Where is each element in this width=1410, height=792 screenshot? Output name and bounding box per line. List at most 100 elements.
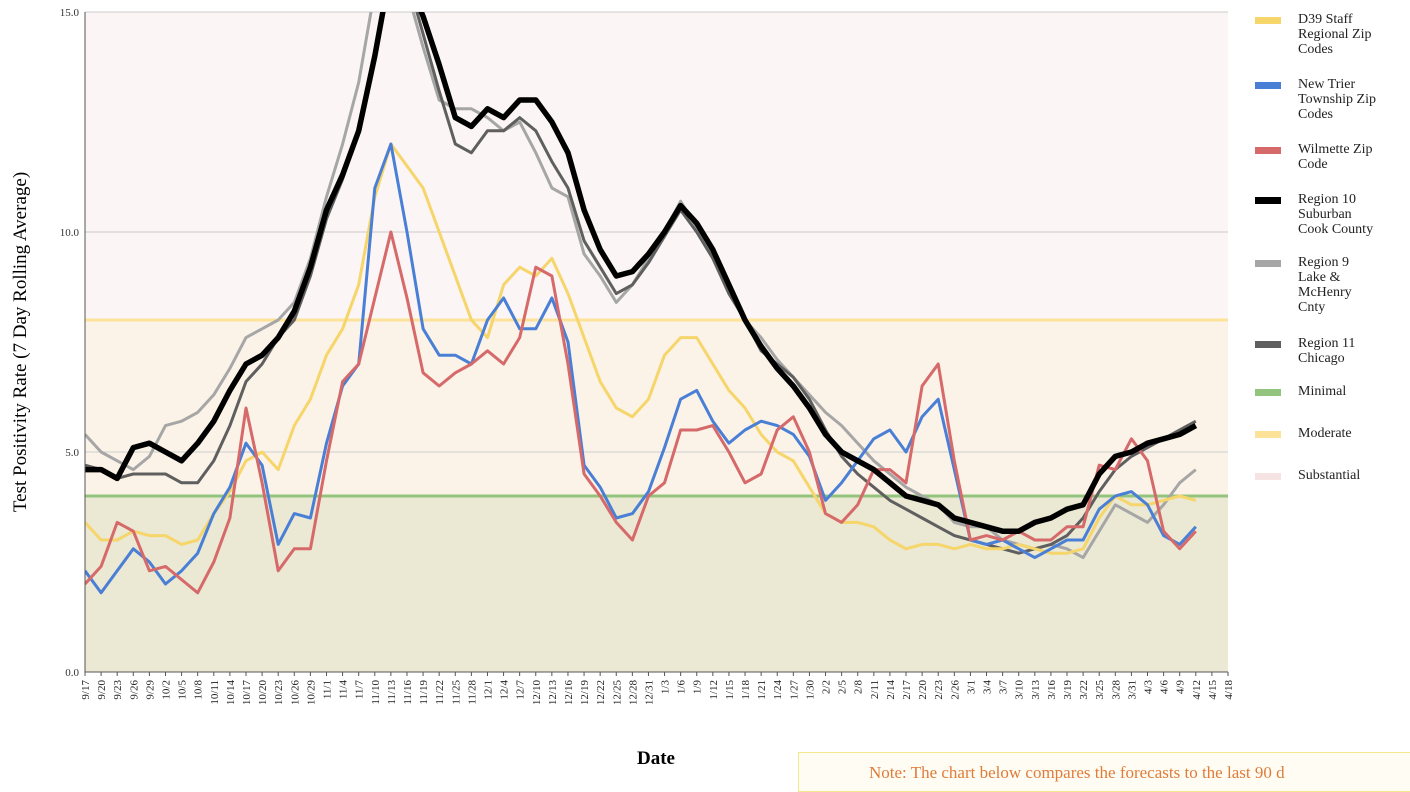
x-tick-label: 10/20 bbox=[257, 680, 269, 706]
legend-swatch bbox=[1255, 341, 1281, 348]
legend-swatch bbox=[1255, 431, 1281, 438]
legend-label: Substantial bbox=[1298, 468, 1361, 483]
x-tick-label: 12/1 bbox=[482, 680, 494, 700]
x-tick-label: 2/11 bbox=[869, 680, 881, 699]
x-tick-label: 4/15 bbox=[1207, 680, 1219, 700]
x-tick-label: 3/7 bbox=[998, 680, 1010, 695]
x-tick-label: 1/15 bbox=[724, 680, 736, 700]
legend-item: Substantial bbox=[1255, 468, 1380, 483]
legend-swatch bbox=[1255, 389, 1281, 396]
x-tick-label: 11/16 bbox=[402, 680, 414, 705]
x-tick-label: 10/2 bbox=[160, 680, 172, 700]
x-tick-label: 9/17 bbox=[80, 680, 92, 700]
legend-item: Region 11 Chicago bbox=[1255, 336, 1380, 366]
x-tick-label: 12/7 bbox=[515, 680, 527, 700]
x-tick-label: 12/16 bbox=[563, 680, 575, 706]
y-tick-label: 5.0 bbox=[65, 447, 79, 459]
legend-swatch bbox=[1255, 17, 1281, 24]
legend-swatch bbox=[1255, 197, 1281, 204]
legend-label: Minimal bbox=[1298, 384, 1347, 399]
x-tick-label: 10/26 bbox=[289, 680, 301, 706]
x-tick-label: 4/12 bbox=[1191, 680, 1203, 700]
series-line bbox=[85, 142, 1197, 555]
x-tick-label: 12/19 bbox=[579, 680, 591, 706]
page: 0.0 5.0 10.0 15.0 9/17 9/20 9/23 9/26 9/29 10/2 10… bbox=[10, 7, 1410, 792]
x-tick-label: 12/10 bbox=[531, 680, 543, 706]
x-tick-label: 12/28 bbox=[627, 680, 639, 706]
legend-label: Region 9 Lake & McHenry Cnty bbox=[1298, 255, 1352, 315]
x-tick-label: 3/16 bbox=[1046, 680, 1058, 700]
x-tick-label: 4/6 bbox=[1159, 680, 1171, 695]
x-tick-label: 3/19 bbox=[1062, 680, 1074, 700]
legend-item: Region 9 Lake & McHenry Cnty bbox=[1255, 255, 1380, 315]
x-tick-label: 1/3 bbox=[660, 680, 672, 695]
series-line bbox=[85, 142, 1197, 595]
x-tick-label: 2/5 bbox=[837, 680, 849, 695]
x-tick-label: 10/8 bbox=[193, 680, 205, 700]
x-tick-label: 11/7 bbox=[354, 680, 366, 700]
x-tick-label: 2/14 bbox=[885, 680, 897, 700]
series-line bbox=[85, 12, 1197, 555]
x-tick-label: 3/1 bbox=[965, 680, 977, 694]
legend-item: Minimal bbox=[1255, 384, 1380, 399]
legend-item: Moderate bbox=[1255, 426, 1380, 441]
x-tick-label: 10/5 bbox=[177, 680, 189, 700]
x-tick-label: 9/20 bbox=[96, 680, 108, 700]
x-tick-label: 12/22 bbox=[595, 680, 607, 705]
band bbox=[85, 496, 1228, 672]
x-tick-label: 10/14 bbox=[225, 680, 237, 706]
legend-label: Moderate bbox=[1298, 426, 1352, 441]
x-tick-label: 12/31 bbox=[643, 680, 655, 705]
x-tick-label: 11/25 bbox=[450, 680, 462, 705]
x-tick-label: 9/26 bbox=[128, 680, 140, 700]
x-tick-label: 3/4 bbox=[982, 680, 994, 695]
legend-item: D39 Staff Regional Zip Codes bbox=[1255, 12, 1380, 57]
x-tick-label: 1/24 bbox=[772, 680, 784, 700]
x-tick-label: 3/25 bbox=[1094, 680, 1106, 700]
x-tick-label: 9/23 bbox=[112, 680, 124, 700]
y-tick-label: 15.0 bbox=[60, 7, 80, 19]
x-tick-label: 11/10 bbox=[370, 680, 382, 705]
x-tick-label: 3/10 bbox=[1014, 680, 1026, 700]
x-tick-label: 3/13 bbox=[1030, 680, 1042, 700]
x-tick-label: 11/13 bbox=[386, 680, 398, 705]
x-tick-label: 3/28 bbox=[1110, 680, 1122, 700]
note: Note: The chart below compares the forec… bbox=[798, 752, 1410, 792]
legend-swatch bbox=[1255, 260, 1281, 267]
legend-label: Region 11 Chicago bbox=[1298, 336, 1356, 366]
x-tick-label: 10/17 bbox=[241, 680, 253, 706]
x-tick-label: 12/13 bbox=[547, 680, 559, 706]
legend-label: D39 Staff Regional Zip Codes bbox=[1298, 12, 1372, 57]
x-tick-label: 1/18 bbox=[740, 680, 752, 700]
x-tick-label: 11/19 bbox=[418, 680, 430, 705]
series-line bbox=[85, 12, 1198, 534]
x-tick-label: 4/3 bbox=[1143, 680, 1155, 695]
x-tick-label: 1/27 bbox=[788, 680, 800, 700]
legend-swatch bbox=[1255, 147, 1281, 154]
x-tick-label: 1/6 bbox=[676, 680, 688, 695]
x-tick-label: 10/11 bbox=[209, 680, 221, 705]
x-tick-label: 2/17 bbox=[901, 680, 913, 700]
band bbox=[85, 12, 1228, 320]
x-tick-label: 11/4 bbox=[338, 680, 350, 700]
x-tick-label: 4/9 bbox=[1175, 680, 1187, 695]
x-tick-label: 11/1 bbox=[321, 680, 333, 699]
legend-label: New Trier Township Zip Codes bbox=[1298, 77, 1376, 122]
x-tick-label: 2/2 bbox=[821, 680, 833, 694]
x-axis-label: Date bbox=[637, 748, 675, 769]
legend-item: Wilmette Zip Code bbox=[1255, 142, 1380, 172]
x-tick-label: 10/29 bbox=[305, 680, 317, 706]
x-tick-label: 3/31 bbox=[1126, 680, 1138, 700]
legend-item: New Trier Township Zip Codes bbox=[1255, 77, 1380, 122]
legend-label: Wilmette Zip Code bbox=[1298, 142, 1373, 172]
series-line bbox=[85, 230, 1197, 595]
y-tick-label: 10.0 bbox=[60, 227, 80, 239]
x-tick-label: 11/22 bbox=[434, 680, 446, 705]
chart: 0.0 5.0 10.0 15.0 9/17 9/20 9/23 9/26 9/29 10/2 10… bbox=[10, 7, 1235, 769]
legend-label: Region 10 Suburban Cook County bbox=[1298, 192, 1374, 237]
x-tick-label: 9/29 bbox=[144, 680, 156, 700]
legend-item: Region 10 Suburban Cook County bbox=[1255, 192, 1380, 237]
x-tick-label: 12/4 bbox=[499, 680, 511, 700]
x-tick-label: 1/30 bbox=[804, 680, 816, 700]
x-tick-label: 2/26 bbox=[949, 680, 961, 700]
